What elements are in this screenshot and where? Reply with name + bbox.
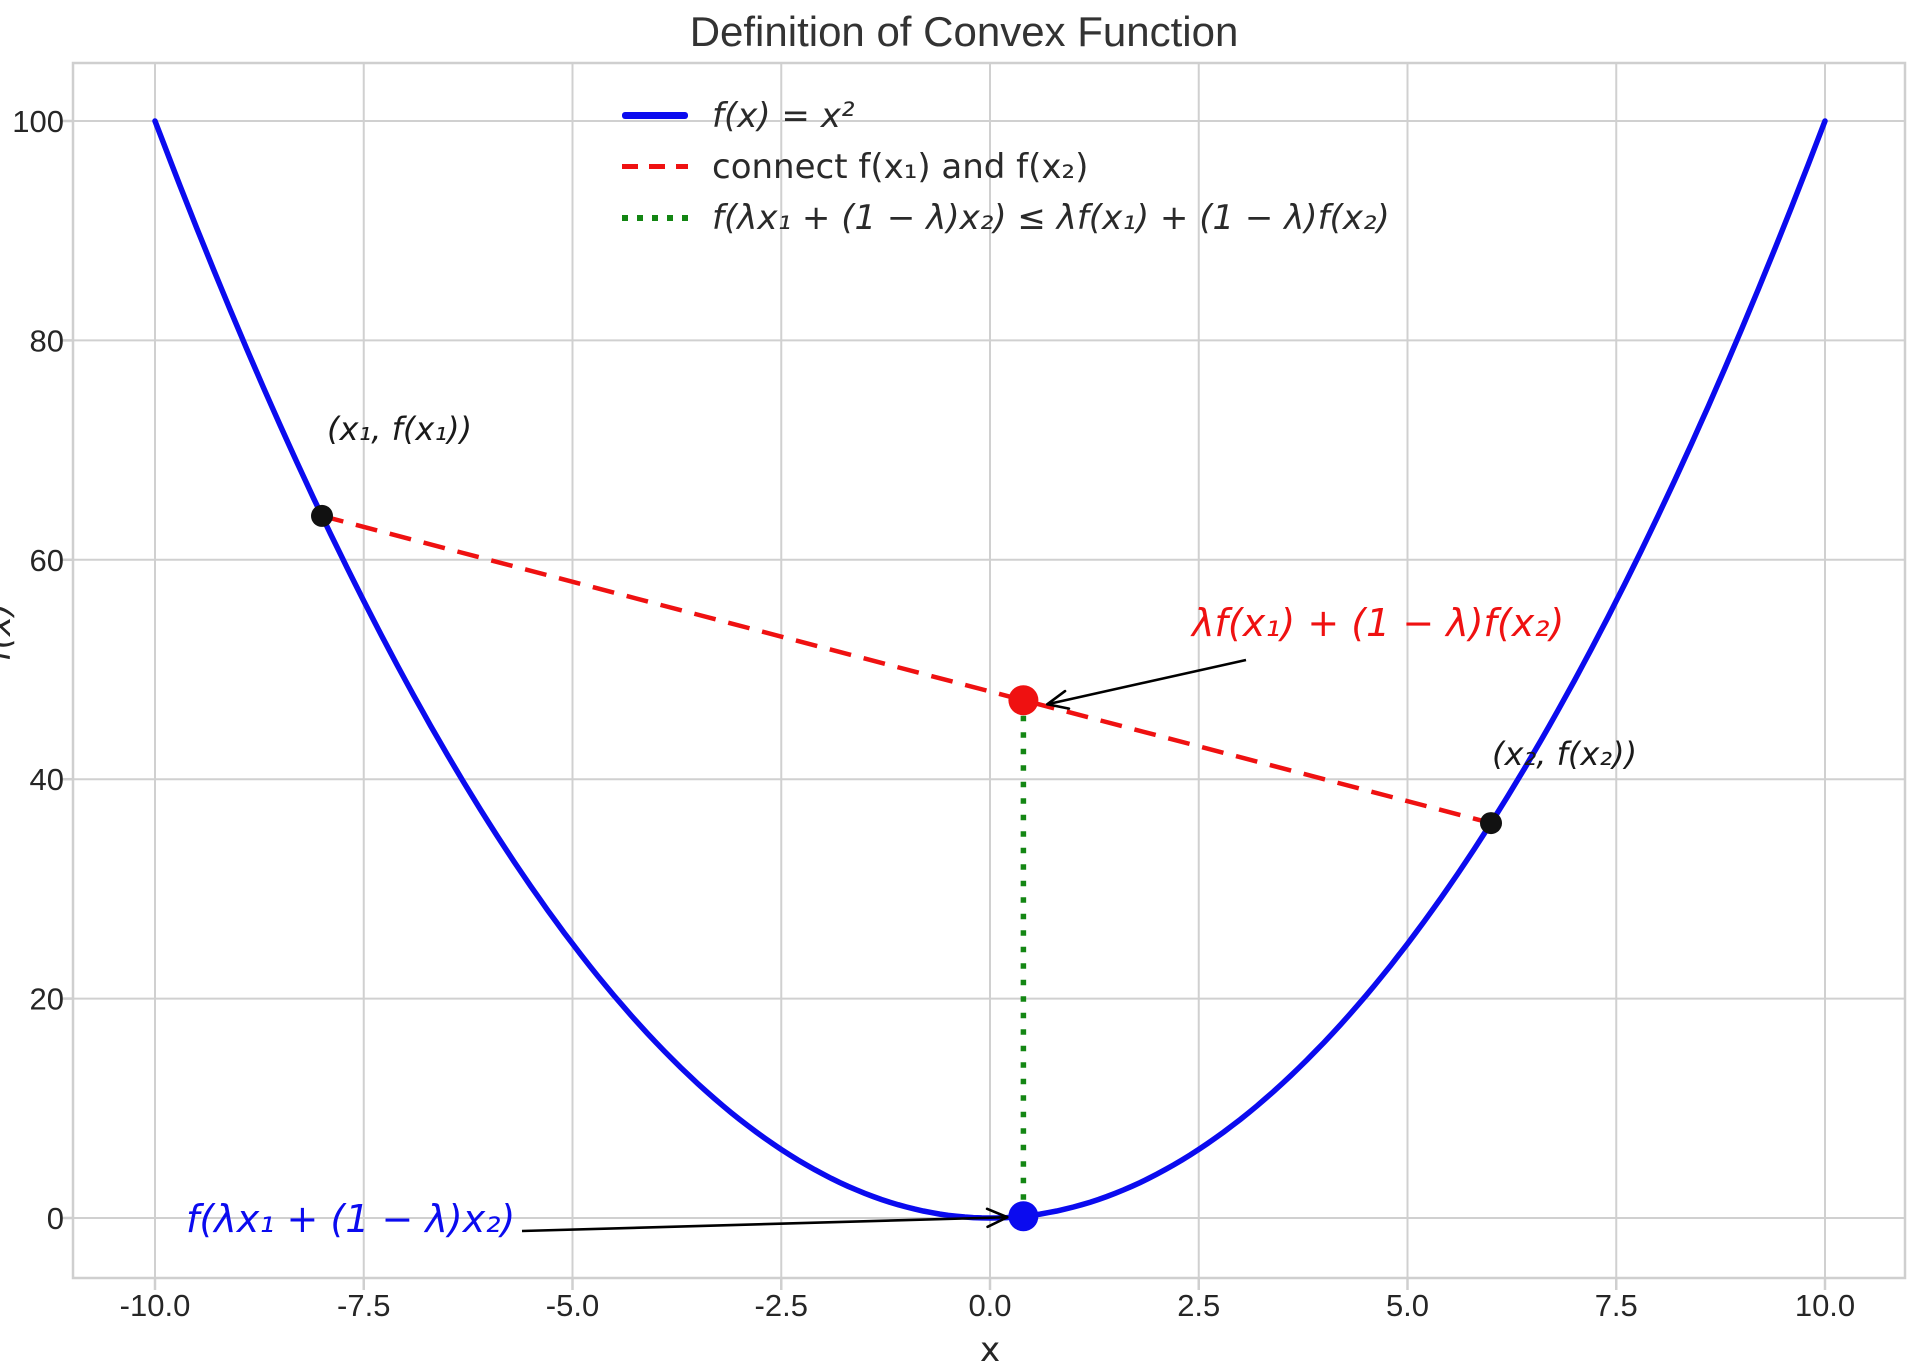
y-tick-label: 40 xyxy=(30,762,64,797)
arrow-to-chord-point-head xyxy=(1046,702,1071,710)
legend: f(x) = x² connect f(x₁) and f(x₂) f(λx₁ … xyxy=(622,90,1390,243)
legend-label-curve: f(x) = x² xyxy=(712,95,855,136)
chord-line xyxy=(321,513,1492,826)
arrow-to-curve-point-head xyxy=(985,1207,1009,1219)
legend-item-inequality: f(λx₁ + (1 − λ)x₂) ≤ λf(x₁) + (1 − λ)f(x… xyxy=(622,192,1390,243)
legend-item-chord: connect f(x₁) and f(x₂) xyxy=(622,141,1390,192)
y-tick-label: 100 xyxy=(12,104,64,139)
arrow-to-chord-point xyxy=(1047,658,1247,706)
x-tick-label: -2.5 xyxy=(755,1288,808,1323)
legend-label-chord: connect f(x₁) and f(x₂) xyxy=(712,146,1089,187)
arrow-to-curve-point xyxy=(521,1215,1008,1233)
legend-item-curve: f(x) = x² xyxy=(622,90,1390,141)
legend-swatch-dotted-line xyxy=(622,214,688,221)
y-axis-label: f(x) xyxy=(0,602,19,662)
y-tick-label: 80 xyxy=(30,323,64,358)
point-curve-value xyxy=(1008,1201,1039,1232)
point-label-x1: (x₁, f(x₁)) xyxy=(327,410,473,448)
point-x2 xyxy=(1480,812,1502,835)
x-tick-label: 2.5 xyxy=(1177,1288,1220,1323)
legend-label-inequality: f(λx₁ + (1 − λ)x₂) ≤ λf(x₁) + (1 − λ)f(x… xyxy=(712,197,1390,238)
annotation-function-value: f(λx₁ + (1 − λ)x₂) xyxy=(186,1197,516,1241)
x-tick-label: 5.0 xyxy=(1386,1288,1429,1323)
point-label-x2: (x₂, f(x₂)) xyxy=(1492,735,1638,773)
arrow-to-curve-point-head xyxy=(986,1215,1009,1229)
y-tick-label: 20 xyxy=(30,982,64,1017)
x-axis-label: x xyxy=(979,1330,1001,1370)
point-x1 xyxy=(311,504,333,527)
x-tick-label: 7.5 xyxy=(1595,1288,1638,1323)
legend-swatch-dashed-line xyxy=(622,164,688,169)
x-tick-label: 0.0 xyxy=(968,1288,1011,1323)
x-tick-label: -10.0 xyxy=(120,1288,191,1323)
x-tick-label: 10.0 xyxy=(1795,1288,1855,1323)
annotation-chord-value: λf(x₁) + (1 − λ)f(x₂) xyxy=(1192,601,1565,645)
y-tick-label: 60 xyxy=(30,543,64,578)
legend-swatch-solid-line xyxy=(622,112,688,119)
chart-title: Definition of Convex Function xyxy=(689,8,1239,55)
y-tick-label: 0 xyxy=(47,1201,64,1236)
x-tick-label: -5.0 xyxy=(546,1288,599,1323)
arrow-to-chord-point-head xyxy=(1046,689,1067,706)
point-chord-value xyxy=(1008,685,1039,716)
x-tick-label: -7.5 xyxy=(337,1288,390,1323)
